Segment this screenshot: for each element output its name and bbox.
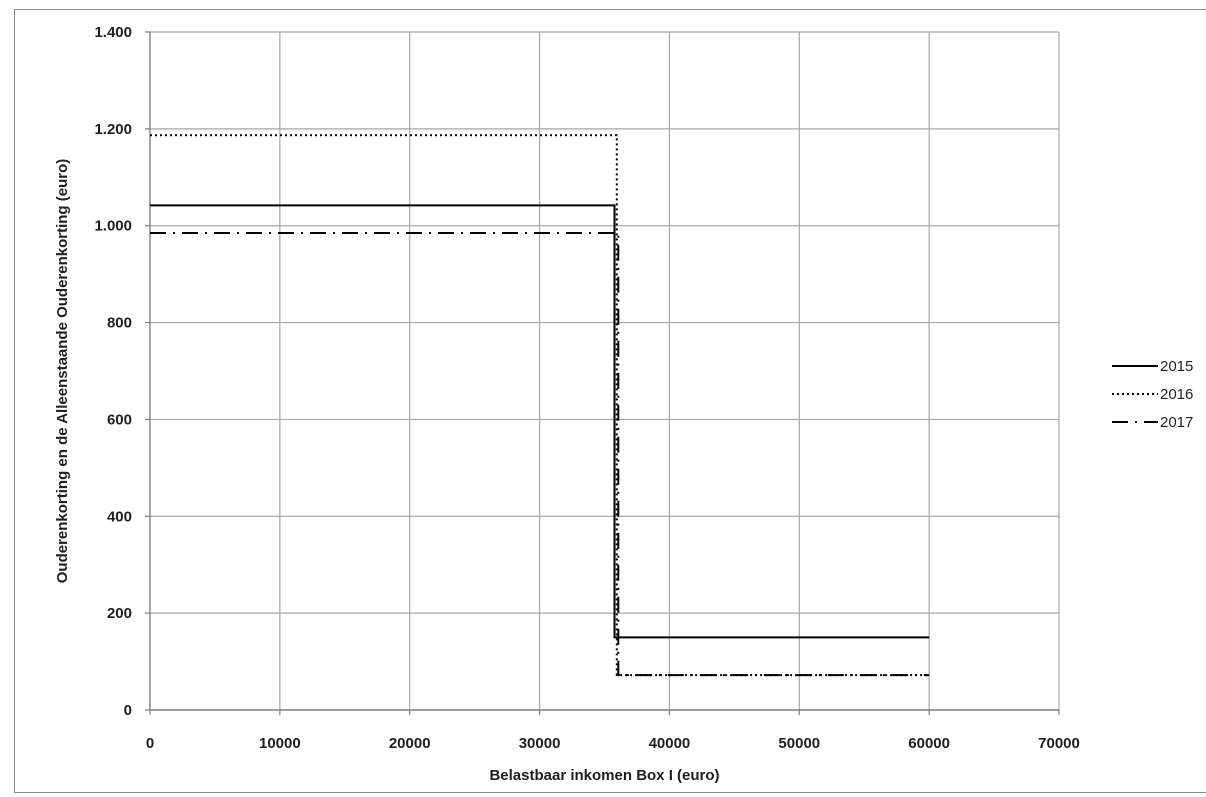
x-tick-label: 30000 xyxy=(519,735,561,752)
legend-label-2015: 2015 xyxy=(1160,358,1193,375)
x-tick-label: 20000 xyxy=(389,735,431,752)
series-line-2016 xyxy=(150,134,930,677)
y-tick-label: 200 xyxy=(107,605,132,622)
x-tick-label: 0 xyxy=(146,735,154,752)
axes xyxy=(145,31,1060,715)
series-line-2015 xyxy=(150,204,930,639)
y-tick-label: 1.200 xyxy=(94,121,132,138)
x-tick-label: 50000 xyxy=(778,735,820,752)
y-tick-label: 600 xyxy=(107,411,132,428)
x-axis-title: Belastbaar inkomen Box I (euro) xyxy=(489,767,719,784)
series-lines xyxy=(150,134,930,677)
legend-label-2017: 2017 xyxy=(1160,414,1193,431)
x-tick-label: 40000 xyxy=(649,735,691,752)
legend-label-2016: 2016 xyxy=(1160,386,1193,403)
y-tick-label: 1.000 xyxy=(94,218,132,235)
y-tick-label: 1.400 xyxy=(94,24,132,41)
y-tick-label: 800 xyxy=(107,315,132,332)
y-tick-label: 0 xyxy=(124,702,132,719)
grid-lines xyxy=(150,31,1060,710)
series-line-2017 xyxy=(150,232,930,677)
x-tick-label: 70000 xyxy=(1038,735,1080,752)
y-tick-label: 400 xyxy=(107,508,132,525)
x-tick-label: 60000 xyxy=(908,735,950,752)
chart-frame xyxy=(14,9,1206,793)
legend: 2015 2016 2017 xyxy=(1112,358,1193,431)
x-tick-label: 10000 xyxy=(259,735,301,752)
tick-labels: 0 10000 20000 30000 40000 50000 60000 70000 0 200… xyxy=(94,24,1079,752)
y-axis-title: Ouderenkorting en de Alleenstaande Ouder… xyxy=(54,159,71,584)
